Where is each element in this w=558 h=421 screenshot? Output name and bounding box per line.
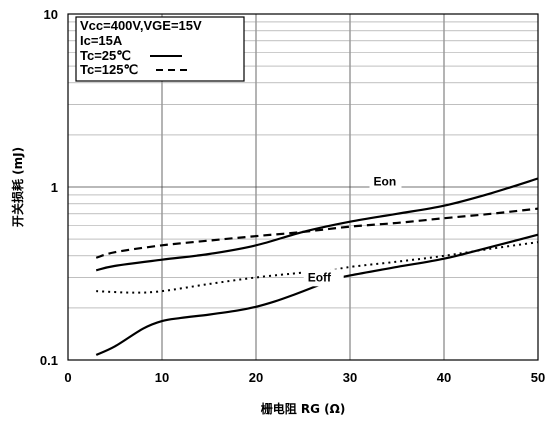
legend: Vcc=400V,VGE=15V Ic=15A Tc=25℃ Tc=125℃: [75, 16, 245, 82]
series-eon-25c-line: [95, 177, 539, 272]
x-tick-label: 10: [155, 370, 169, 385]
annotation-backing: [369, 173, 402, 191]
y-tick-label: 0.1: [40, 353, 58, 368]
tick-labels: 0 10 20 30 40 50 0.1 1 10: [40, 7, 545, 385]
y-tick-label: 1: [51, 180, 58, 195]
x-tick-label: 20: [249, 370, 263, 385]
x-axis-label: 栅电阻 RG (Ω): [261, 401, 346, 416]
legend-conditions: Vcc=400V,VGE=15V: [80, 18, 202, 33]
plot-frame: [67, 13, 539, 361]
series-eoff-125c-line: [96, 241, 539, 294]
annotation-eoff-label: Eoff: [308, 270, 332, 284]
annotation-eon-label: Eon: [374, 175, 397, 189]
series-layer: [95, 177, 539, 356]
legend-entry-25c: Tc=25℃: [80, 48, 131, 63]
legend-current: Ic=15A: [80, 33, 123, 48]
grid: [68, 14, 538, 360]
annotation-backing: [303, 269, 344, 287]
x-tick-label: 40: [437, 370, 451, 385]
x-tick-label: 0: [64, 370, 71, 385]
series-eon-125c-line: [95, 207, 539, 259]
y-axis-label: 开关损耗 (mJ): [10, 147, 25, 227]
y-tick-label: 10: [44, 7, 58, 22]
legend-entry-125c: Tc=125℃: [80, 62, 138, 77]
x-tick-label: 30: [343, 370, 357, 385]
series-eoff-25c-line: [95, 233, 539, 356]
x-tick-label: 50: [531, 370, 545, 385]
annotation-layer: Eon Eoff: [303, 173, 402, 287]
